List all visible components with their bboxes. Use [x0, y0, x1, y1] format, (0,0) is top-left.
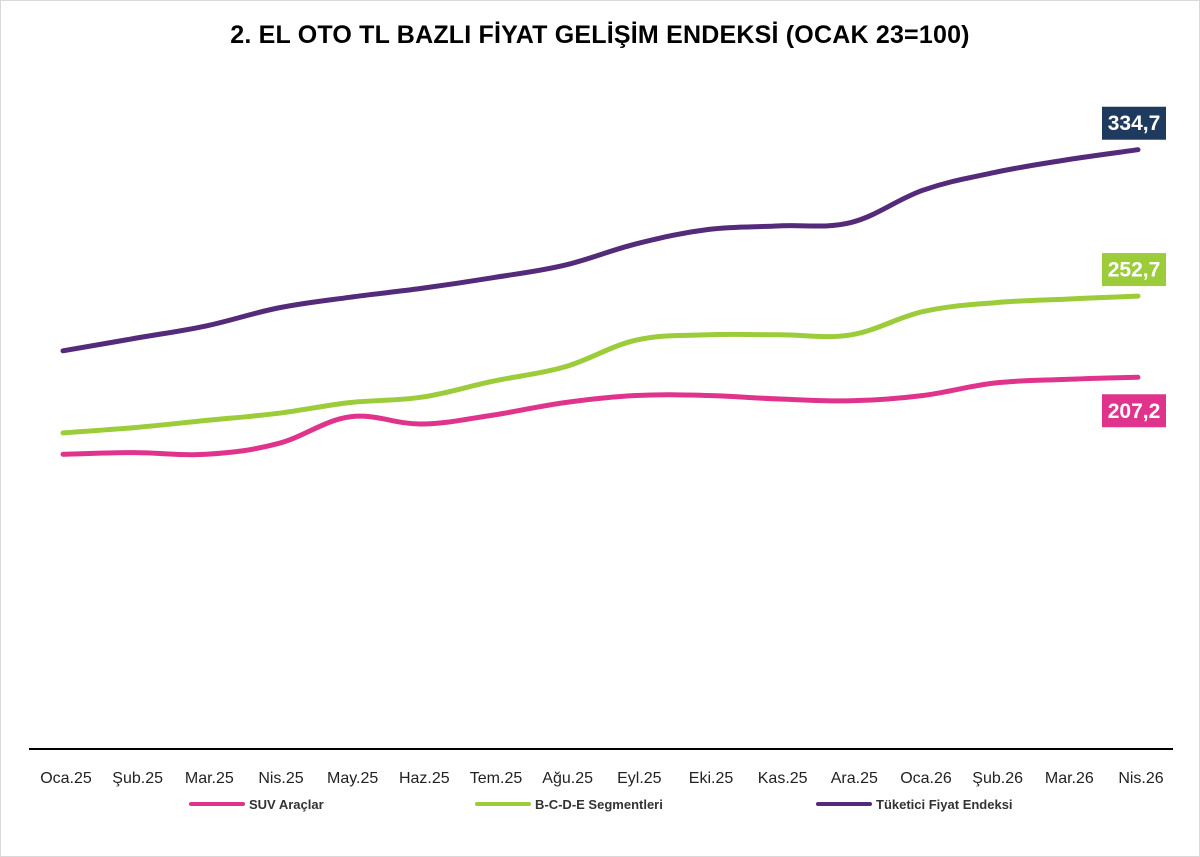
- x-tick-label: Ağu.25: [542, 770, 593, 787]
- series-line-bcde: [60, 293, 1141, 436]
- end-label-box: [1102, 253, 1166, 287]
- x-tick-label: Mar.26: [1045, 770, 1094, 787]
- end-labels: 207,2 252,7 334,7: [1102, 106, 1166, 428]
- x-tick-label: Tem.25: [470, 770, 523, 787]
- x-tick-label: Şub.25: [112, 770, 163, 787]
- x-tick-label: Mar.25: [185, 770, 234, 787]
- x-tick-labels: Oca.25 Şub.25 Mar.25 Nis.25 May.25 Haz.25 Tem.…: [40, 770, 1164, 787]
- legend-item-suv: SUV Araçlar: [189, 797, 324, 812]
- x-tick-label: Oca.26: [900, 770, 952, 787]
- series-lines: [60, 147, 1141, 458]
- end-label-tufe: 334,7: [1102, 106, 1166, 140]
- end-label-box: [1102, 106, 1166, 140]
- legend-label: B-C-D-E Segmentleri: [535, 797, 663, 812]
- chart-title: 2. EL OTO TL BAZLI FİYAT GELİŞİM ENDEKSİ…: [230, 21, 970, 49]
- x-tick-label: May.25: [327, 770, 378, 787]
- end-label-value: 207,2: [1108, 400, 1161, 423]
- x-tick-label: Ara.25: [831, 770, 878, 787]
- x-tick-label: Nis.25: [258, 770, 303, 787]
- x-tick-label: Haz.25: [399, 770, 450, 787]
- series-line-suv: [60, 374, 1141, 458]
- end-label-value: 334,7: [1108, 112, 1161, 135]
- legend-label: SUV Araçlar: [249, 797, 324, 812]
- x-tick-label: Eyl.25: [617, 770, 662, 787]
- legend-label: Tüketici Fiyat Endeksi: [876, 797, 1013, 812]
- legend-item-bcde: B-C-D-E Segmentleri: [475, 797, 663, 812]
- x-tick-label: Eki.25: [689, 770, 734, 787]
- legend-item-tufe: Tüketici Fiyat Endeksi: [816, 797, 1013, 812]
- x-tick-label: Şub.26: [972, 770, 1023, 787]
- x-tick-label: Oca.25: [40, 770, 92, 787]
- legend: SUV Araçlar B-C-D-E Segmentleri Tüketici F…: [189, 797, 1013, 812]
- end-label-bcde: 252,7: [1102, 253, 1166, 287]
- series-line-tufe: [60, 147, 1141, 354]
- end-label-box: [1102, 394, 1166, 428]
- end-label-suv: 207,2: [1102, 394, 1166, 428]
- x-tick-label: Kas.25: [758, 770, 808, 787]
- x-tick-label: Nis.26: [1118, 770, 1163, 787]
- end-label-value: 252,7: [1108, 259, 1161, 282]
